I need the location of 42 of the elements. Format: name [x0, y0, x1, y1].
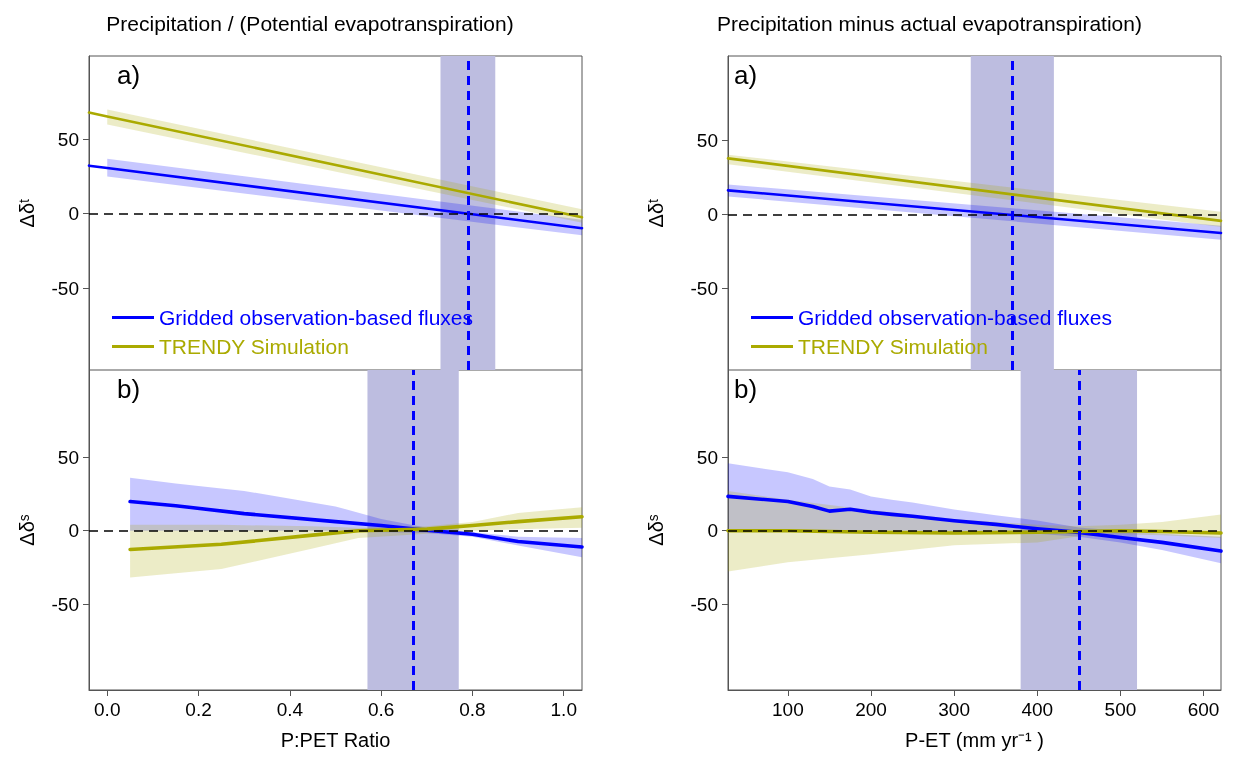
x-tick-label: 0.2 — [185, 699, 212, 720]
line-series — [128, 499, 584, 549]
annotation: b) — [117, 374, 141, 404]
x-tick-label: 0.8 — [459, 699, 486, 720]
y-axis-title: Δδᵗ — [645, 198, 667, 228]
y-axis-title: Δδˢ — [16, 514, 38, 546]
x-tick-label: 0.6 — [367, 699, 395, 720]
legend-label: TRENDY Simulation — [159, 335, 349, 358]
legend-label: TRENDY Simulation — [798, 335, 988, 358]
x-axis-title: P-ET (mm yr⁻¹ ) — [905, 729, 1044, 751]
y-tick-label: -50 — [51, 593, 79, 615]
x-tick-label: 600 — [1187, 699, 1220, 720]
y-tick-label: 50 — [696, 446, 718, 468]
y-tick-label: 0 — [707, 520, 718, 542]
legend-label: Gridded observation-based fluxes — [798, 306, 1113, 329]
y-tick-label: 50 — [57, 128, 79, 150]
y-tick-label: 0 — [68, 203, 79, 225]
annotation: a) — [117, 60, 141, 90]
y-tick-label: 0 — [707, 203, 718, 225]
y-tick-label: 0 — [68, 520, 79, 542]
y-axis-title: Δδˢ — [645, 514, 667, 546]
annotation: a) — [734, 60, 758, 90]
y-tick-label: 50 — [696, 129, 718, 151]
x-tick-label: 0.4 — [276, 699, 304, 720]
legend-label: Gridded observation-based fluxes — [159, 306, 474, 329]
x-tick-label: 300 — [938, 699, 970, 720]
x-tick-label: 500 — [1104, 699, 1137, 720]
y-tick-label: -50 — [51, 277, 79, 299]
line-series — [128, 514, 584, 552]
chart-title: Precipitation / (Potential evapotranspiration) — [106, 12, 514, 35]
x-axis-title: P:PET Ratio — [280, 729, 391, 751]
x-tick-label: 1.0 — [550, 699, 577, 720]
y-tick-label: -50 — [690, 278, 718, 300]
y-tick-label: 50 — [57, 446, 79, 468]
y-tick-label: -50 — [690, 593, 718, 615]
x-tick-label: 200 — [855, 699, 887, 720]
x-tick-label: 0.0 — [94, 699, 121, 720]
chart-title: Precipitation minus actual evapotranspiration) — [717, 12, 1142, 35]
annotation: b) — [734, 374, 758, 404]
x-tick-label: 400 — [1021, 699, 1054, 720]
y-axis-title: Δδᵗ — [16, 198, 38, 228]
x-tick-label: 100 — [772, 699, 804, 720]
